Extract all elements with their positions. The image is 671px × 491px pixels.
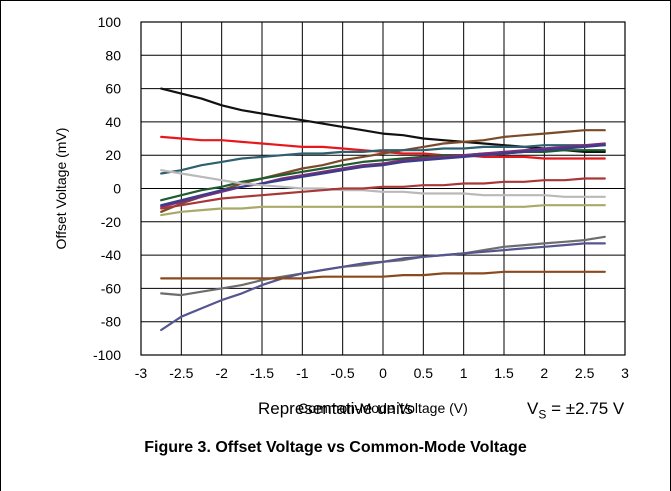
x-tick-label: 1 bbox=[460, 365, 468, 381]
y-tick-label: -40 bbox=[101, 247, 121, 263]
vs-subscript: S bbox=[538, 407, 547, 422]
figure-frame-top bbox=[0, 0, 671, 1]
figure-caption: Figure 3. Offset Voltage vs Common-Mode … bbox=[144, 439, 527, 456]
y-tick-label: -60 bbox=[101, 280, 121, 296]
x-tick-label: 2 bbox=[540, 365, 548, 381]
tick-layer: -3 -2.5 -2 -1.5 -1 -0.5 0 0.5 1 1.5 2 2.5 3 -100 -80 -6… bbox=[93, 14, 629, 381]
y-tick-label: 80 bbox=[105, 47, 121, 63]
vs-symbol: V bbox=[527, 399, 539, 418]
series-line-3 bbox=[160, 129, 606, 213]
x-tick-label: -2 bbox=[215, 365, 228, 381]
supply-voltage-note: VS = ±2.75 V bbox=[527, 399, 624, 421]
series-line-13 bbox=[160, 270, 606, 280]
figure-frame-left bbox=[0, 0, 1, 491]
series-line-4 bbox=[160, 144, 606, 175]
vs-value: = ±2.75 V bbox=[546, 399, 625, 418]
series-layer bbox=[160, 87, 606, 332]
x-tick-label: 0.5 bbox=[414, 365, 434, 381]
representative-units-note: Representative units bbox=[258, 399, 413, 418]
x-tick-label: -1.5 bbox=[250, 365, 274, 381]
y-tick-label: -100 bbox=[93, 347, 121, 363]
y-tick-label: -80 bbox=[101, 314, 121, 330]
series-line-12 bbox=[160, 242, 606, 332]
y-tick-label: 0 bbox=[113, 181, 121, 197]
x-tick-label: -3 bbox=[135, 365, 148, 381]
series-line-2 bbox=[160, 135, 606, 160]
x-tick-label: 0 bbox=[379, 365, 387, 381]
x-tick-label: -1 bbox=[296, 365, 309, 381]
x-tick-label: 2.5 bbox=[575, 365, 595, 381]
x-tick-label: 3 bbox=[621, 365, 629, 381]
y-tick-label: -20 bbox=[101, 214, 121, 230]
plot-border bbox=[140, 21, 626, 356]
y-tick-label: 100 bbox=[98, 14, 122, 30]
y-axis-label: Offset Voltage (mV) bbox=[53, 128, 69, 250]
x-tick-label: -0.5 bbox=[331, 365, 355, 381]
x-axis-label: Common-Mode Voltage (V) bbox=[298, 400, 468, 416]
series-line-9 bbox=[160, 177, 606, 210]
series-line-7 bbox=[160, 144, 606, 207]
series-line-8 bbox=[160, 169, 606, 198]
y-tick-label: 20 bbox=[105, 147, 121, 163]
x-tick-label: 1.5 bbox=[494, 365, 514, 381]
series-line-10 bbox=[160, 204, 606, 217]
x-tick-label: -2.5 bbox=[169, 365, 193, 381]
y-tick-label: 60 bbox=[105, 81, 121, 97]
y-tick-label: 40 bbox=[105, 114, 121, 130]
